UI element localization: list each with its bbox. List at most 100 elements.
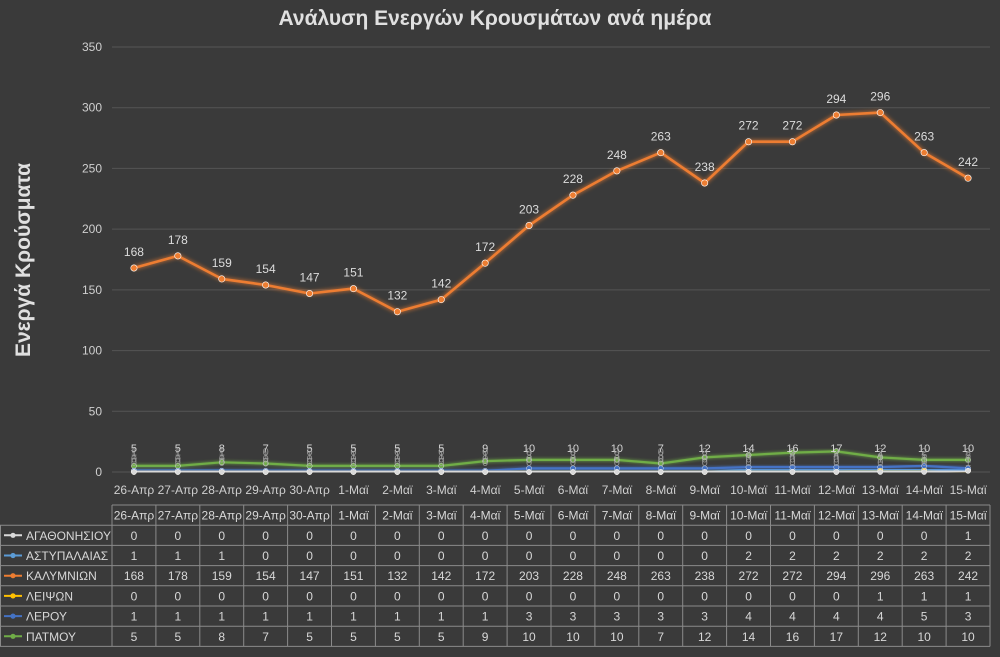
- x-tick-label: 9-Μαϊ: [690, 483, 721, 497]
- data-label: 0: [833, 457, 839, 469]
- table-header-cell: 2-Μαϊ: [382, 509, 413, 523]
- table-cell: 1: [438, 610, 445, 624]
- table-cell: 272: [782, 569, 802, 583]
- data-label: 0: [482, 447, 488, 459]
- table-cell: 0: [701, 529, 708, 543]
- table-cell: 272: [739, 569, 759, 583]
- data-point: [437, 296, 445, 304]
- data-label: 0: [789, 454, 795, 466]
- data-label: 242: [958, 155, 978, 169]
- data-point: [218, 459, 225, 466]
- table-cell: 16: [786, 630, 800, 644]
- table-row-name: ΠΑΤΜΟΥ: [26, 630, 76, 644]
- table-cell: 5: [350, 630, 357, 644]
- table-header-cell: 11-Μαϊ: [774, 509, 810, 523]
- data-point: [175, 469, 181, 475]
- data-label: 172: [475, 240, 495, 254]
- table-cell: 2: [877, 549, 884, 563]
- table-cell: 0: [789, 589, 796, 603]
- table-cell: 3: [526, 610, 533, 624]
- table-cell: 8: [218, 630, 225, 644]
- data-point: [877, 469, 884, 475]
- data-label: 0: [350, 457, 356, 469]
- data-label: 5: [394, 443, 400, 455]
- table-cell: 5: [306, 630, 313, 644]
- table-cell: 0: [262, 549, 269, 563]
- data-label: 0: [658, 447, 664, 459]
- data-label: 1: [175, 447, 181, 459]
- data-point: [262, 460, 269, 467]
- data-label: 1: [263, 450, 269, 462]
- data-label: 0: [658, 457, 664, 469]
- table-cell: 1: [965, 589, 972, 603]
- data-label: 0: [526, 457, 532, 469]
- data-label: 1: [219, 447, 225, 459]
- data-label: 0: [877, 457, 883, 469]
- table-cell: 159: [212, 569, 232, 583]
- table-cell: 0: [438, 549, 445, 563]
- data-label: 238: [695, 160, 715, 174]
- data-label: 132: [387, 289, 407, 303]
- data-label: 14: [742, 443, 754, 455]
- x-tick-label: 14-Μαϊ: [906, 483, 943, 497]
- x-tick-label: 26-Απρ: [114, 483, 155, 497]
- series-line: [133, 450, 968, 467]
- data-point: [262, 469, 269, 475]
- y-tick-label: 200: [82, 222, 102, 236]
- data-label: 2: [789, 447, 795, 459]
- table-cell: 0: [262, 589, 269, 603]
- data-label: 178: [168, 233, 188, 247]
- table-header-cell: 14-Μαϊ: [906, 509, 943, 523]
- data-label: 263: [914, 130, 934, 144]
- data-table: 26-Απρ 27-Απρ 28-Απρ 29-Απρ 30-Απρ 1-Μαϊ 2-Μαϊ…: [0, 504, 991, 647]
- table-cell: 0: [745, 589, 752, 603]
- table-cell: 1: [175, 610, 182, 624]
- data-point: [481, 259, 489, 267]
- table-cell: 9: [482, 630, 489, 644]
- table-header-cell: 1-Μαϊ: [338, 509, 369, 523]
- table-cell: 2: [789, 549, 796, 563]
- legend-key-marker: [10, 552, 16, 559]
- x-tick-label: 11-Μαϊ: [774, 483, 810, 497]
- x-tick-label: 1-Μαϊ: [338, 483, 369, 497]
- x-tick-label: 10-Μαϊ: [730, 483, 767, 497]
- data-label: 4: [877, 450, 883, 462]
- y-tick-label: 350: [82, 40, 102, 54]
- table-cell: 5: [438, 630, 445, 644]
- data-label: 0: [394, 454, 400, 466]
- table-cell: 172: [475, 569, 495, 583]
- data-label: 2: [833, 447, 839, 459]
- data-label: 10: [962, 443, 974, 455]
- data-label: 0: [614, 457, 620, 469]
- data-point: [569, 191, 577, 199]
- table-cell: 1: [921, 589, 928, 603]
- table-cell: 1: [131, 610, 138, 624]
- table-cell: 14: [742, 630, 756, 644]
- data-label: 7: [263, 443, 269, 455]
- table-cell: 1: [306, 610, 313, 624]
- legend-key-marker: [10, 593, 16, 599]
- table-cell: 0: [262, 529, 269, 543]
- table-cell: 0: [614, 549, 621, 563]
- data-label: 9: [482, 443, 488, 455]
- data-label: 0: [921, 457, 927, 469]
- data-point: [789, 449, 796, 456]
- data-point: [877, 454, 884, 461]
- table-cell: 7: [262, 630, 269, 644]
- table-row-name: ΑΓΑΘΟΝΗΣΙΟΥ: [26, 529, 111, 543]
- table-cell: 263: [651, 569, 671, 583]
- data-point: [393, 308, 401, 316]
- table-cell: 0: [438, 589, 445, 603]
- data-label: 272: [782, 119, 802, 133]
- x-tick-label: 6-Μαϊ: [558, 483, 589, 497]
- data-label: 0: [394, 447, 400, 459]
- table-cell: 0: [570, 529, 577, 543]
- data-label: 8: [219, 443, 225, 455]
- table-cell: 1: [350, 610, 357, 624]
- data-point: [438, 469, 445, 475]
- data-label: 0: [263, 447, 269, 459]
- data-label: 203: [519, 203, 539, 217]
- data-point: [920, 149, 928, 157]
- table-header-cell: 26-Απρ: [114, 509, 155, 523]
